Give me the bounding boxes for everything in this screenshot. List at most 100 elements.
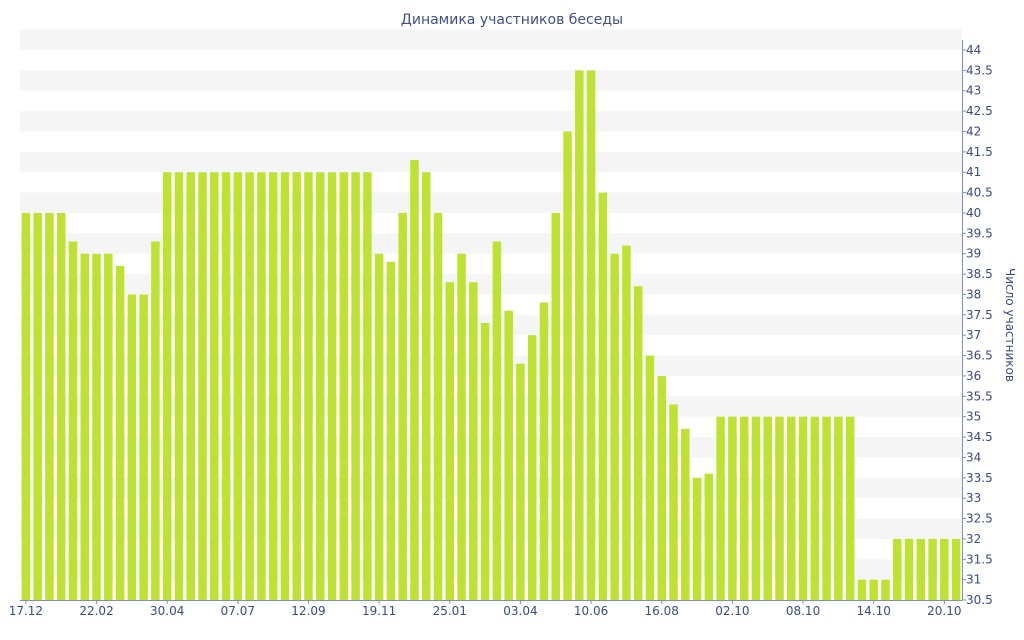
y-tick-label: 38 bbox=[966, 287, 981, 301]
grid-band bbox=[20, 233, 962, 254]
bar bbox=[728, 416, 737, 600]
y-tick-label: 43.5 bbox=[966, 63, 993, 77]
x-tick-label: 12.09 bbox=[291, 604, 325, 618]
bar bbox=[633, 286, 643, 600]
y-tick-label: 36.5 bbox=[966, 349, 993, 363]
bar bbox=[551, 212, 561, 601]
y-tick-label: 32 bbox=[966, 532, 981, 546]
bar bbox=[374, 253, 384, 600]
bar bbox=[845, 416, 855, 600]
bar bbox=[940, 538, 949, 600]
y-tick-label: 30.5 bbox=[966, 593, 993, 607]
bar bbox=[492, 241, 502, 600]
x-tick-label: 10.06 bbox=[574, 604, 608, 618]
y-tick-label: 37 bbox=[966, 328, 981, 342]
bar bbox=[410, 160, 419, 600]
bar bbox=[104, 253, 113, 600]
y-tick-label: 31.5 bbox=[966, 552, 993, 566]
bar bbox=[280, 172, 290, 600]
bar bbox=[539, 302, 549, 600]
bar bbox=[80, 253, 90, 600]
bar bbox=[881, 579, 890, 600]
grid-band bbox=[20, 274, 962, 295]
bar bbox=[339, 172, 349, 600]
bar bbox=[751, 416, 761, 600]
grid-band bbox=[20, 396, 962, 417]
bar bbox=[292, 172, 301, 600]
bar bbox=[316, 172, 325, 600]
bar bbox=[563, 131, 572, 600]
grid-band bbox=[20, 151, 962, 173]
bar bbox=[598, 192, 608, 600]
bar bbox=[304, 172, 313, 600]
y-tick-label: 32.5 bbox=[966, 512, 993, 526]
x-tick-label: 02.10 bbox=[715, 604, 749, 618]
bar bbox=[457, 253, 466, 600]
grid-band bbox=[20, 355, 962, 376]
bar bbox=[928, 538, 937, 600]
bar bbox=[622, 245, 631, 601]
grid-bands bbox=[20, 29, 962, 580]
bar bbox=[162, 172, 172, 600]
grid-band bbox=[20, 437, 962, 458]
bar bbox=[257, 172, 266, 600]
bar bbox=[115, 265, 125, 600]
bar bbox=[151, 241, 160, 600]
bar bbox=[127, 294, 137, 600]
y-tick-label: 40 bbox=[966, 206, 981, 220]
x-tick-label: 07.07 bbox=[221, 604, 255, 618]
y-tick-label: 42 bbox=[966, 124, 981, 138]
bar bbox=[834, 416, 843, 600]
x-axis-ticks: 17.12 22.02 30.04 07.07 12.09 19.11 25.01 03.04… bbox=[9, 600, 962, 618]
bar bbox=[610, 253, 619, 600]
grid-band bbox=[20, 192, 962, 213]
y-tick-label: 42.5 bbox=[966, 104, 993, 118]
y-axis-ticks: 30.5 31 31.5 32 32.5 33 33.5 34 34.5 35 35.5 36 36.5… bbox=[962, 43, 993, 607]
y-tick-label: 33.5 bbox=[966, 471, 993, 485]
bar bbox=[68, 241, 78, 600]
bar bbox=[363, 172, 372, 600]
y-tick-label: 33 bbox=[966, 491, 981, 505]
y-tick-label: 41.5 bbox=[966, 145, 993, 159]
x-tick-label: 14.10 bbox=[857, 604, 891, 618]
bar bbox=[469, 282, 478, 600]
y-tick-label: 39.5 bbox=[966, 226, 993, 240]
y-tick-label: 34 bbox=[966, 450, 981, 464]
bar bbox=[398, 212, 407, 601]
grid-band bbox=[20, 111, 962, 132]
bar bbox=[857, 579, 867, 600]
bar bbox=[56, 212, 66, 601]
bar bbox=[669, 404, 678, 600]
bar bbox=[739, 416, 749, 600]
bar bbox=[21, 212, 31, 601]
bar bbox=[351, 172, 360, 600]
bar bbox=[516, 363, 525, 600]
bar bbox=[210, 172, 219, 600]
bar bbox=[504, 310, 513, 600]
y-tick-label: 31 bbox=[966, 573, 981, 587]
bar bbox=[692, 477, 702, 600]
bar bbox=[904, 538, 914, 600]
bar bbox=[704, 473, 714, 600]
x-tick-label: 30.04 bbox=[150, 604, 184, 618]
x-tick-label: 08.10 bbox=[786, 604, 820, 618]
y-tick-label: 37.5 bbox=[966, 308, 993, 322]
chart-title: Динамика участников беседы bbox=[400, 12, 624, 28]
bar bbox=[92, 253, 101, 600]
y-tick-label: 39 bbox=[966, 247, 981, 261]
y-tick-label: 43 bbox=[966, 84, 981, 98]
bar bbox=[480, 322, 490, 600]
y-tick-label: 41 bbox=[966, 165, 981, 179]
bar bbox=[221, 172, 231, 600]
grid-band bbox=[20, 518, 962, 539]
grid-band bbox=[20, 70, 962, 91]
x-tick-label: 16.08 bbox=[645, 604, 679, 618]
bar bbox=[174, 172, 184, 600]
bar bbox=[716, 416, 725, 600]
bar bbox=[916, 538, 926, 600]
bar bbox=[892, 538, 902, 600]
bar bbox=[45, 212, 54, 601]
grid-band bbox=[20, 559, 962, 580]
bar bbox=[33, 212, 42, 601]
